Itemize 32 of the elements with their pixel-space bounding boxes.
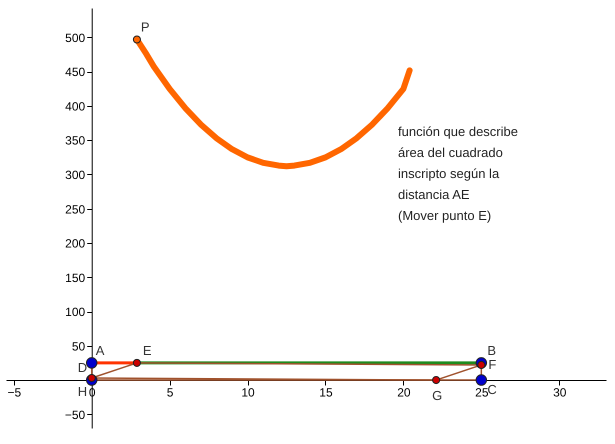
x-tick-label: 25 (475, 386, 489, 400)
annotation: inscripto según la (398, 166, 500, 181)
annotation: P (140, 20, 150, 35)
annotation: F (488, 356, 496, 372)
y-tick-label: 350 (65, 134, 86, 148)
y-tick-label: 250 (65, 202, 86, 216)
y-tick-label: 50 (72, 339, 86, 354)
x-tick-label: 10 (241, 386, 256, 400)
y-tick-label: 500 (65, 30, 86, 45)
y-tick-label: 200 (65, 236, 86, 251)
x-tick-label: 15 (319, 386, 333, 400)
y-tick-label: 400 (65, 99, 86, 114)
annotation: A (96, 342, 105, 358)
x-tick-label: 5 (166, 386, 174, 400)
annotation: C (487, 382, 497, 398)
annotation: (Mover punto E) (398, 208, 492, 223)
annotation: H (78, 384, 88, 399)
y-tick-label: 450 (65, 65, 86, 80)
annotation: G (432, 388, 442, 404)
y-tick-label: −50 (64, 408, 86, 422)
annotation: área del cuadrado (398, 145, 503, 160)
annotation: D (78, 360, 88, 376)
annotation: función que describe (398, 124, 518, 139)
y-tick-label: 300 (65, 168, 86, 182)
annotation: B (487, 342, 496, 358)
x-tick-label: −5 (7, 386, 22, 400)
y-tick-label: 150 (65, 270, 86, 285)
x-tick-label: 20 (397, 386, 411, 400)
x-tick-label: 30 (553, 386, 567, 400)
annotation: E (142, 342, 152, 358)
annotation: distancia AE (398, 187, 470, 202)
y-tick-label: 100 (65, 305, 86, 320)
